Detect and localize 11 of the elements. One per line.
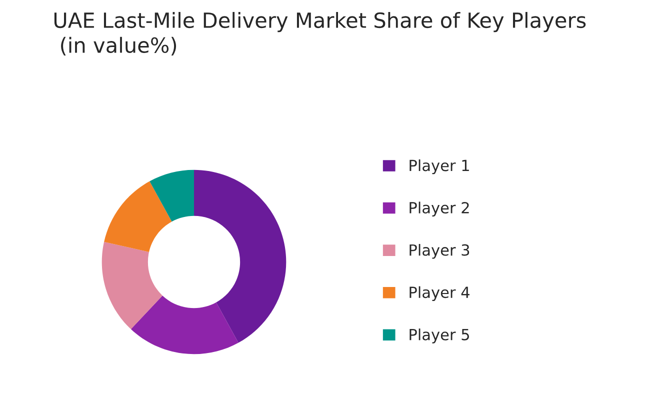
donut-slice	[194, 170, 286, 343]
legend-label: Player 1	[410, 159, 469, 174]
chart-title: UAE Last-Mile Delivery Market Share of Key Players (in value%)	[54, 12, 586, 56]
legend-label: Player 2	[410, 202, 469, 216]
legend-label: Player 4	[410, 286, 470, 302]
donut-slice	[130, 296, 238, 354]
donut-slice	[150, 170, 194, 222]
donut-slice	[104, 181, 172, 252]
legend-label: Player 3	[410, 244, 470, 259]
donut-slice	[102, 242, 162, 330]
legend-label: Player 5	[410, 328, 469, 344]
